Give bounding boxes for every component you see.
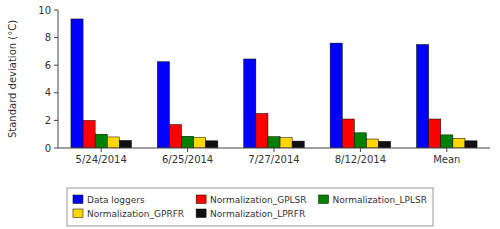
x-tick [187, 148, 188, 152]
legend-frame [67, 188, 433, 226]
bar [342, 119, 354, 148]
legend-label: Normalization_LPRFR [210, 209, 305, 219]
y-tick [54, 120, 58, 121]
x-tick-label: 6/25/2014 [162, 154, 213, 165]
chart: 0 2 4 6 8 10 Standard deviation (°C) 5/24/2014 6… [0, 0, 500, 229]
bar [169, 125, 181, 148]
bar [280, 138, 292, 148]
legend-label: Normalization_GPLSR [210, 195, 306, 205]
legend-swatch [196, 209, 206, 218]
legend-swatch [73, 209, 83, 218]
bar [379, 141, 391, 148]
y-tick [54, 92, 58, 93]
bar [256, 114, 268, 149]
bar [268, 137, 280, 148]
bar [71, 19, 83, 148]
bar [441, 135, 453, 148]
x-tick-label: 7/27/2014 [248, 154, 299, 165]
y-axis-label: Standard deviation (°C) [7, 20, 18, 138]
y-tick [54, 37, 58, 38]
bar [417, 45, 429, 149]
bar [95, 134, 107, 148]
bar [194, 138, 206, 148]
y-tick-label: 10 [38, 5, 51, 16]
bar [83, 120, 95, 148]
bar [206, 141, 218, 148]
bars [71, 19, 477, 148]
y-tick [54, 10, 58, 11]
x-tick [274, 148, 275, 152]
x-tick-label: 8/12/2014 [335, 154, 386, 165]
bar [107, 137, 119, 148]
y-axis [58, 10, 59, 148]
y-tick-label: 0 [45, 143, 51, 154]
bar [292, 141, 304, 148]
x-tick-label: Mean [433, 154, 460, 165]
x-tick [101, 148, 102, 152]
x-axis [58, 148, 490, 149]
legend-label: Normalization_GPRFR [87, 209, 184, 219]
y-tick-label: 8 [45, 32, 51, 43]
y-tick [54, 65, 58, 66]
legend-label: Data loggers [87, 195, 145, 205]
bar [453, 138, 465, 148]
y-tick-label: 2 [45, 115, 51, 126]
bar [429, 119, 441, 148]
legend-swatch [319, 195, 329, 204]
y-tick-label: 4 [45, 87, 51, 98]
bar [157, 62, 169, 148]
bar [465, 141, 477, 148]
y-tick [54, 148, 58, 149]
y-tick-label: 6 [45, 60, 51, 71]
x-tick [446, 148, 447, 152]
legend: Data loggers Normalization_GPLSR Normaliza… [67, 188, 433, 226]
bar [330, 43, 342, 148]
bar [366, 139, 378, 148]
legend-swatch [196, 195, 206, 204]
x-tick-label: 5/24/2014 [76, 154, 127, 165]
bar [182, 136, 194, 148]
bar [119, 140, 131, 148]
legend-swatch [73, 195, 83, 204]
bar [354, 133, 366, 148]
x-tick [360, 148, 361, 152]
legend-label: Normalization_LPLSR [333, 195, 427, 205]
bar [244, 59, 256, 148]
